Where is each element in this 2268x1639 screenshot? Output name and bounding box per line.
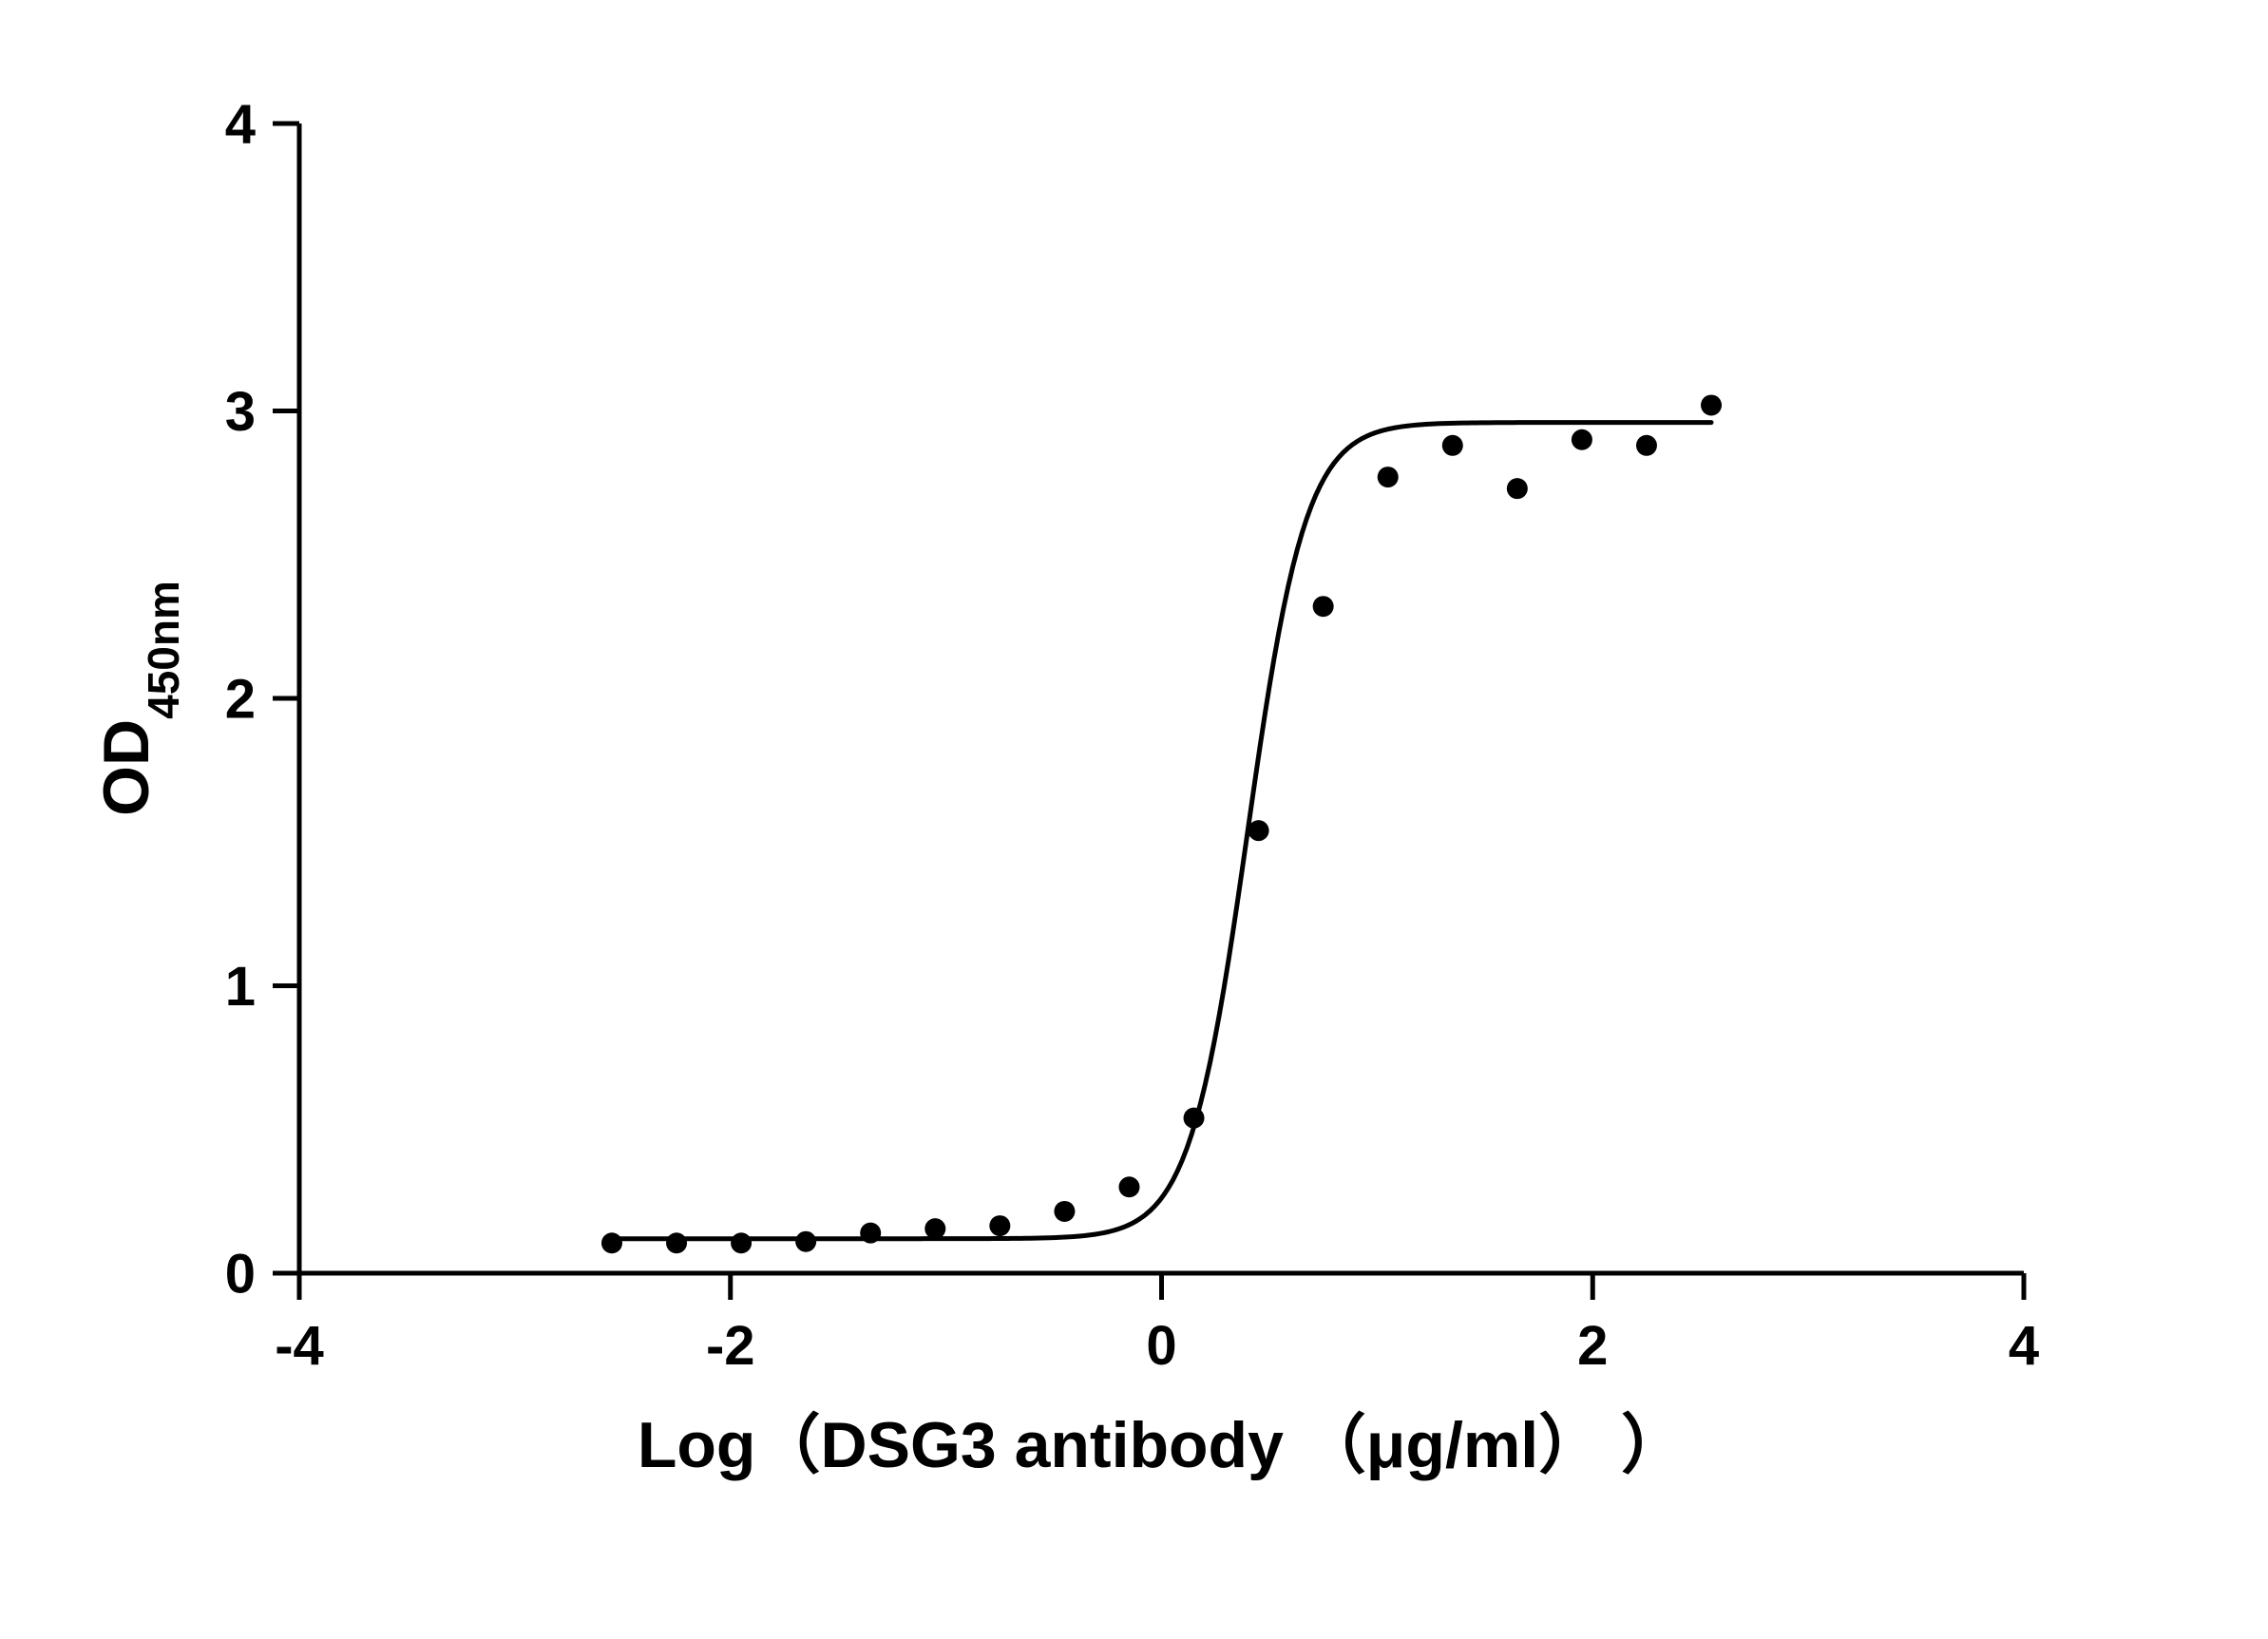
data-point bbox=[1248, 820, 1269, 841]
data-point bbox=[601, 1232, 622, 1253]
data-point bbox=[1507, 478, 1528, 499]
x-tick-label: -4 bbox=[275, 1315, 324, 1377]
y-tick-label: 3 bbox=[225, 381, 256, 443]
y-tick-label: 2 bbox=[225, 668, 256, 730]
data-point bbox=[924, 1218, 945, 1239]
data-point bbox=[731, 1232, 752, 1253]
data-point bbox=[1636, 435, 1657, 456]
y-tick-label: 4 bbox=[225, 93, 256, 155]
x-tick-label: -2 bbox=[706, 1315, 755, 1377]
chart-svg: -4-202401234Log（DSG3 antibody （μg/ml） ）O… bbox=[0, 0, 2268, 1639]
x-tick-label: 2 bbox=[1577, 1315, 1608, 1377]
data-point bbox=[1118, 1176, 1139, 1197]
data-point bbox=[1378, 467, 1399, 487]
data-point bbox=[1054, 1201, 1075, 1222]
x-tick-label: 0 bbox=[1146, 1315, 1176, 1377]
data-point bbox=[795, 1231, 816, 1252]
y-tick-label: 0 bbox=[225, 1243, 256, 1305]
data-point bbox=[1701, 394, 1722, 415]
data-point bbox=[1442, 435, 1463, 456]
x-axis-title: Log（DSG3 antibody （μg/ml） ） bbox=[638, 1409, 1686, 1481]
chart-background bbox=[0, 0, 2268, 1639]
chart-container: -4-202401234Log（DSG3 antibody （μg/ml） ）O… bbox=[0, 0, 2268, 1639]
data-point bbox=[860, 1223, 881, 1244]
y-tick-label: 1 bbox=[225, 956, 256, 1018]
data-point bbox=[989, 1215, 1010, 1236]
data-point bbox=[1313, 596, 1334, 617]
x-tick-label: 4 bbox=[2009, 1315, 2039, 1377]
data-point bbox=[1184, 1108, 1205, 1129]
data-point bbox=[666, 1232, 687, 1253]
data-point bbox=[1572, 429, 1592, 450]
